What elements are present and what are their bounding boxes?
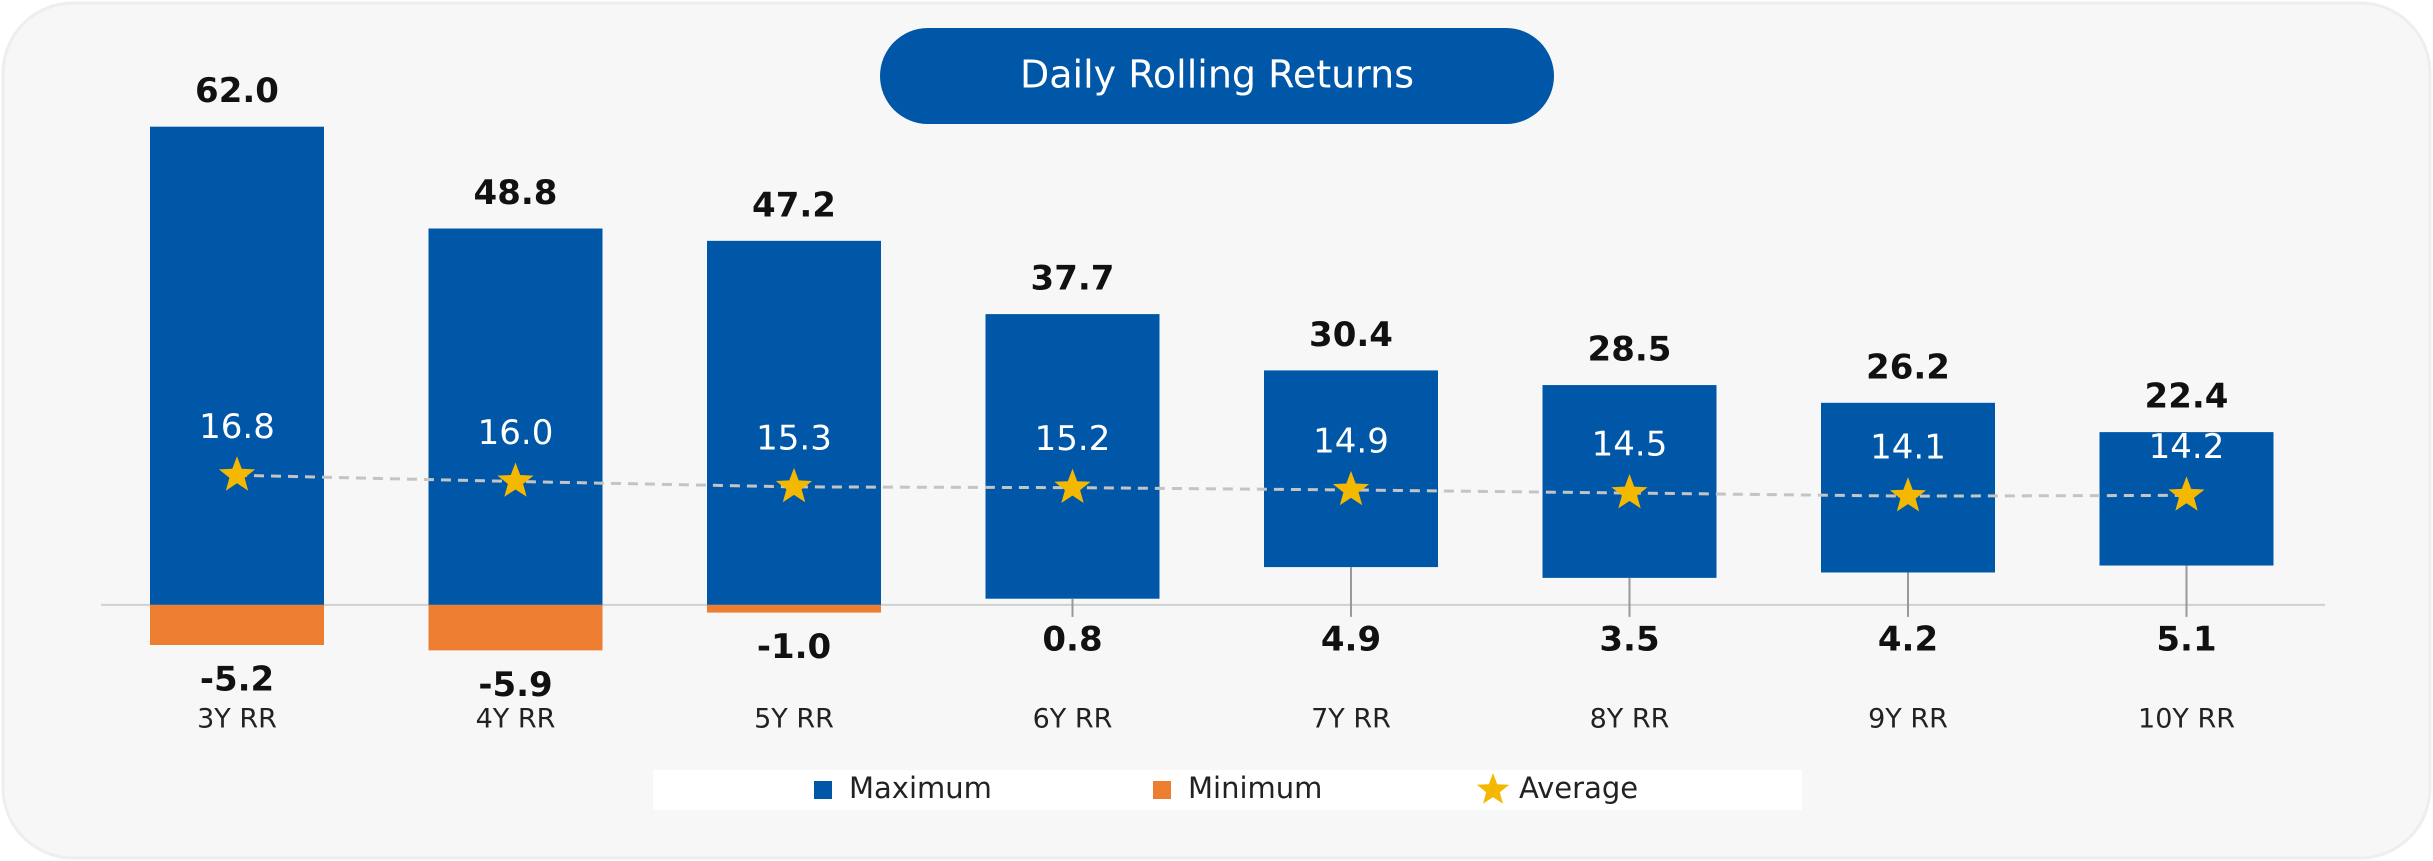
max-label: 28.5 bbox=[1588, 330, 1672, 370]
min-bar bbox=[428, 604, 603, 651]
min-label: 4.2 bbox=[1878, 619, 1938, 659]
x-tick-label: 9Y RR bbox=[1868, 704, 1948, 735]
x-tick-label: 8Y RR bbox=[1590, 704, 1670, 735]
average-star bbox=[2168, 476, 2205, 511]
min-bar bbox=[150, 604, 324, 645]
average-label: 15.3 bbox=[756, 418, 832, 458]
x-tick-label: 3Y RR bbox=[197, 704, 277, 735]
min-label: 4.9 bbox=[1321, 619, 1381, 659]
max-label: 62.0 bbox=[195, 71, 279, 111]
average-line bbox=[236, 473, 2187, 498]
x-tick-label: 4Y RR bbox=[476, 704, 556, 735]
average-star bbox=[1611, 474, 1648, 509]
average-star bbox=[218, 456, 256, 491]
x-tick-label: 10Y RR bbox=[2138, 704, 2235, 735]
average-label: 14.1 bbox=[1870, 428, 1946, 468]
min-bar bbox=[707, 604, 881, 613]
max-bar bbox=[428, 228, 603, 605]
average-star bbox=[775, 467, 813, 503]
legend-swatch bbox=[1476, 773, 1510, 804]
max-label: 37.7 bbox=[1031, 259, 1115, 299]
min-label: -1.0 bbox=[757, 627, 831, 667]
chart-title: Daily Rolling Returns bbox=[1020, 53, 1414, 97]
min-label: -5.2 bbox=[200, 659, 274, 699]
average-label: 14.5 bbox=[1592, 425, 1668, 465]
legend-label: Average bbox=[1519, 771, 1638, 805]
x-tick-label: 6Y RR bbox=[1033, 704, 1113, 735]
max-label: 30.4 bbox=[1309, 315, 1393, 355]
x-tick-label: 5Y RR bbox=[754, 704, 834, 735]
average-label: 15.2 bbox=[1035, 419, 1111, 459]
max-bar bbox=[707, 240, 881, 605]
average-star bbox=[1054, 468, 1091, 503]
average-label: 14.2 bbox=[2149, 427, 2225, 467]
legend-label: Maximum bbox=[849, 771, 992, 805]
average-star bbox=[1332, 471, 1370, 506]
max-bar bbox=[150, 126, 324, 605]
x-tick-label: 7Y RR bbox=[1311, 704, 1391, 735]
min-label: -5.9 bbox=[478, 665, 552, 705]
max-label: 22.4 bbox=[2145, 377, 2229, 417]
average-label: 16.8 bbox=[199, 407, 275, 447]
min-label: 5.1 bbox=[2156, 619, 2216, 659]
max-label: 26.2 bbox=[1866, 347, 1950, 387]
average-label: 16.0 bbox=[478, 413, 554, 453]
max-bar bbox=[1264, 370, 1438, 568]
average-star bbox=[1889, 477, 1927, 512]
average-label: 14.9 bbox=[1313, 421, 1389, 461]
average-star bbox=[497, 462, 534, 497]
min-label: 0.8 bbox=[1042, 619, 1102, 659]
max-bar bbox=[985, 314, 1160, 599]
min-label: 3.5 bbox=[1599, 619, 1659, 659]
legend-swatch bbox=[814, 781, 832, 799]
legend-swatch bbox=[1153, 781, 1171, 799]
legend-label: Minimum bbox=[1188, 771, 1322, 805]
legend-box bbox=[653, 770, 1802, 810]
max-label: 48.8 bbox=[474, 173, 558, 213]
title-pill bbox=[880, 28, 1554, 124]
max-label: 47.2 bbox=[752, 185, 836, 225]
